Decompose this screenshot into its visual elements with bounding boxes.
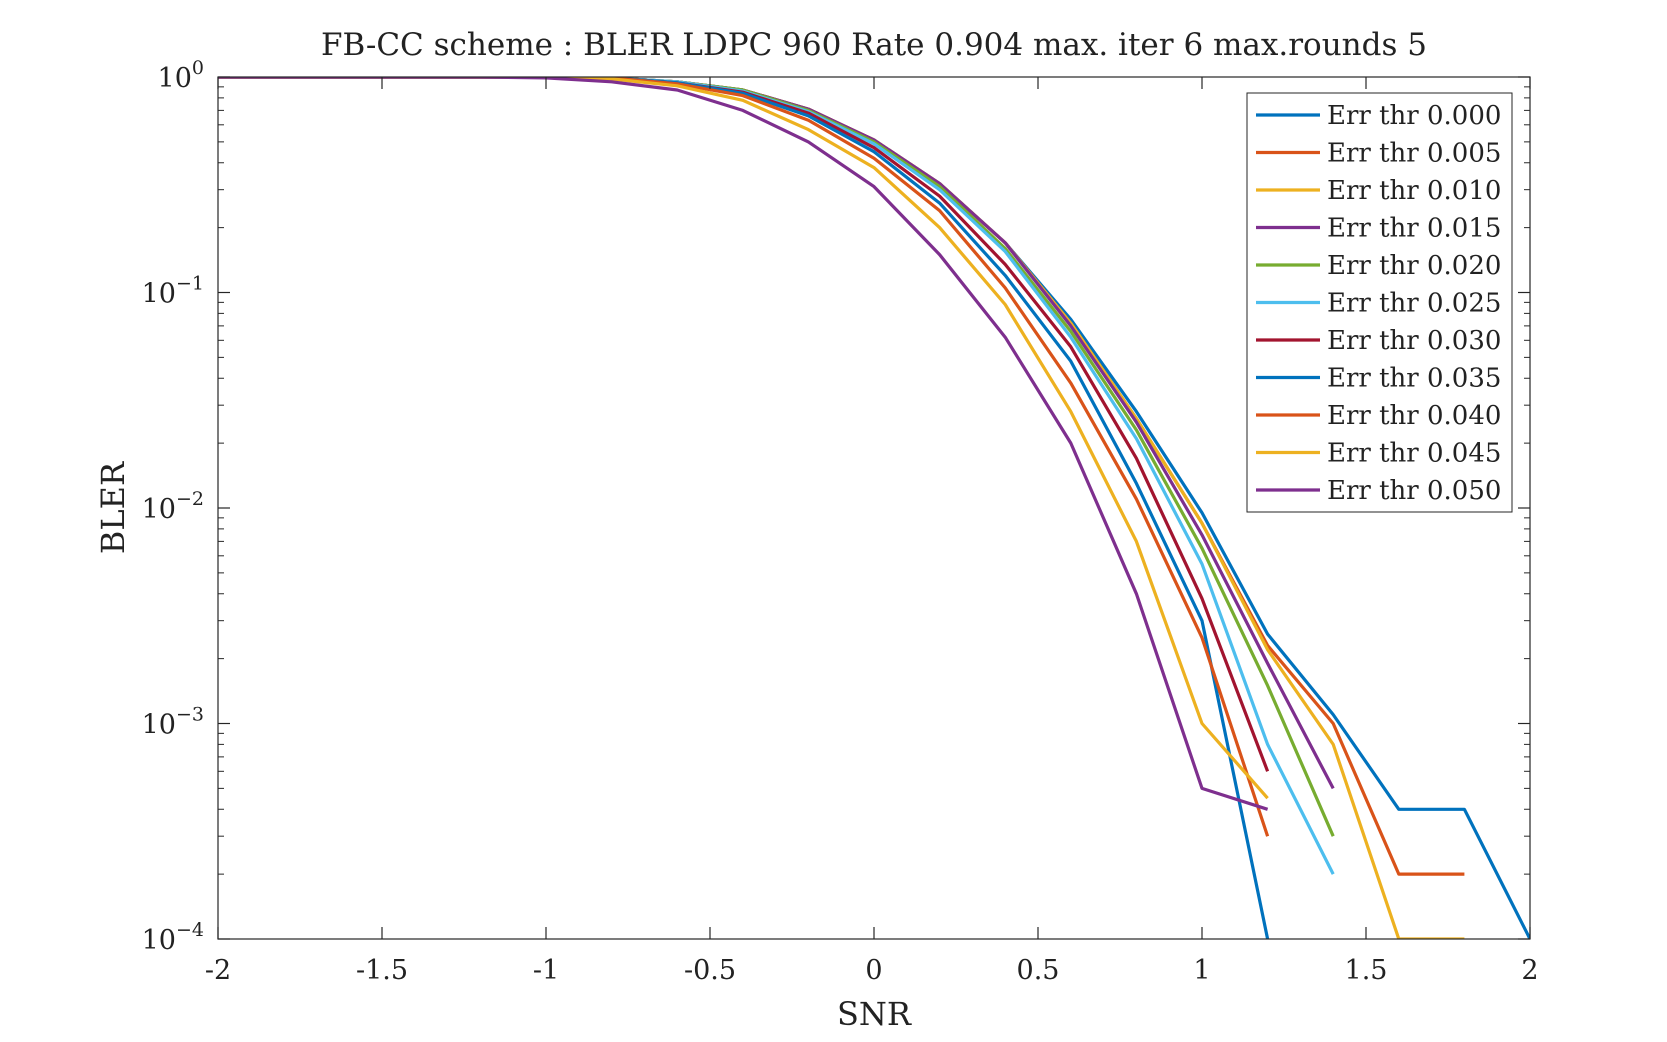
x-tick-label-6: 1 [1193,955,1210,986]
x-tick-label-0: -2 [205,955,231,986]
y-axis-label: BLER [94,461,132,554]
legend-entry-6: Err thr 0.030 [1327,326,1501,356]
x-tick-label-2: -1 [533,955,559,986]
x-tick-label-5: 0.5 [1017,955,1060,986]
legend-entry-10: Err thr 0.050 [1327,476,1501,506]
y-tick-label-1: 10−1 [142,273,204,310]
y-tick-label-3: 10−3 [142,704,204,741]
legend-entry-0: Err thr 0.000 [1327,101,1501,131]
legend-entry-5: Err thr 0.025 [1327,289,1501,319]
legend-entry-3: Err thr 0.015 [1327,214,1501,244]
x-tick-label-7: 1.5 [1345,955,1388,986]
series-line-10 [218,77,1269,811]
legend-entry-8: Err thr 0.040 [1327,401,1501,431]
y-tick-label-0: 100 [158,57,204,94]
series-line-8 [218,77,1270,837]
x-axis-label: SNR [837,995,912,1033]
x-tick-label-1: -1.5 [356,955,408,986]
x-tick-label-4: 0 [865,955,882,986]
series-line-7 [218,77,1270,939]
legend-entry-9: Err thr 0.045 [1327,439,1501,469]
chart-title: FB-CC scheme : BLER LDPC 960 Rate 0.904 … [321,27,1427,63]
x-tick-label-3: -0.5 [684,955,736,986]
legend-entry-1: Err thr 0.005 [1327,139,1501,169]
series-line-9 [218,77,1269,800]
x-tick-label-8: 2 [1521,955,1538,986]
legend-entry-2: Err thr 0.010 [1327,176,1501,206]
y-tick-label-2: 10−2 [142,488,204,525]
legend-entry-4: Err thr 0.020 [1327,251,1501,281]
legend: Err thr 0.000 Err thr 0.005 Err thr 0.010 E… [1246,92,1513,513]
legend-entry-7: Err thr 0.035 [1327,364,1501,394]
tick-layer: -2 -1.5 -1 -0.5 0 0.5 1 1.5 2 100 10−1 10−2 10−3 10−4 [142,57,1539,986]
y-tick-label-4: 10−4 [142,919,204,956]
series-layer [218,77,1530,939]
